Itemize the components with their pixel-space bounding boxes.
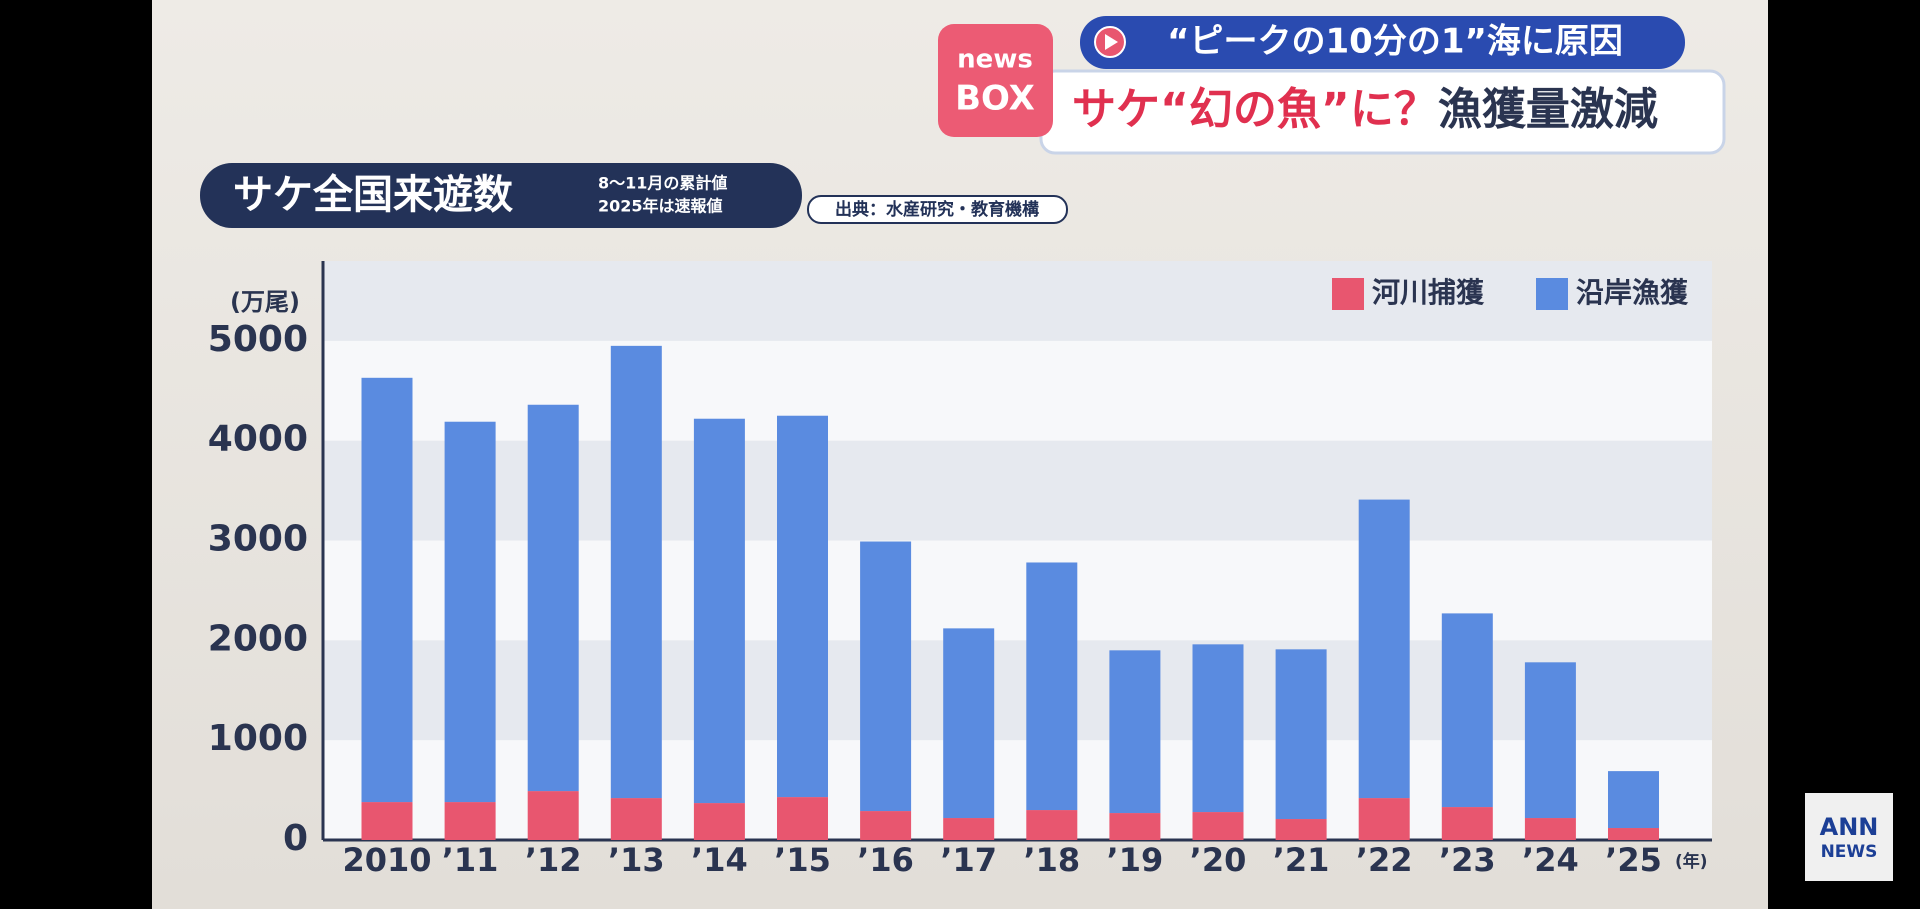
bar-segment xyxy=(943,628,995,819)
logo-ann: ANN xyxy=(1820,813,1879,841)
bar-segment xyxy=(361,377,413,803)
subheadline-pill xyxy=(1080,16,1685,69)
chart-title: サケ全国来遊数 xyxy=(233,172,513,218)
bar-segment xyxy=(1192,644,1244,813)
bar-segment xyxy=(1026,810,1078,840)
x-tick-label: ’11 xyxy=(442,841,499,879)
bar-segment xyxy=(1109,650,1161,814)
bar-segment xyxy=(610,798,662,840)
headline: サケ“幻の魚”に？漁獲量激減 xyxy=(1072,84,1658,135)
source: 出典：水産研究・教育機構 xyxy=(835,199,1039,220)
bar-segment xyxy=(527,404,579,792)
x-tick-label: ’14 xyxy=(691,841,748,879)
bar-segment xyxy=(1608,771,1659,829)
source-pill xyxy=(807,195,1068,224)
y-tick-label: 2000 xyxy=(208,618,308,659)
play-triangle xyxy=(1105,34,1118,50)
subheadline: “ピークの10分の1”海に原因 xyxy=(1167,22,1623,62)
bar-segment xyxy=(1275,649,1327,820)
badge-news: news xyxy=(957,45,1033,75)
x-tick-label: ’17 xyxy=(940,841,997,879)
x-tick-label: ’16 xyxy=(857,841,914,879)
bar-segment xyxy=(361,802,413,840)
logo-news: NEWS xyxy=(1821,842,1878,862)
x-tick-label: 2010 xyxy=(342,841,431,879)
bar-segment xyxy=(777,797,828,840)
bar-segment xyxy=(693,418,745,804)
x-tick-label: ’13 xyxy=(608,841,665,879)
headline-dark: 漁獲量激減 xyxy=(1438,84,1658,135)
bar-segment xyxy=(693,803,745,840)
x-tick-label: ’23 xyxy=(1439,841,1496,879)
news-box-badge xyxy=(938,24,1053,137)
x-unit: (年) xyxy=(1675,851,1708,872)
badge-box: BOX xyxy=(955,79,1035,119)
legend-label: 沿岸漁獲 xyxy=(1576,276,1689,309)
bar-segment xyxy=(1524,662,1576,819)
bar-segment xyxy=(943,818,995,840)
bar-segment xyxy=(1608,828,1659,840)
band xyxy=(323,261,1712,341)
bar-segment xyxy=(1441,807,1493,840)
bar-segment xyxy=(1358,499,1410,799)
x-tick-label: ’25 xyxy=(1605,841,1662,879)
x-tick-label: ’24 xyxy=(1522,841,1579,879)
note: 8～11月の累計値 xyxy=(598,174,727,193)
legend-swatch xyxy=(1536,278,1568,310)
title-pill xyxy=(200,163,802,228)
bar-segment xyxy=(527,791,579,840)
bar-segment xyxy=(860,811,912,840)
y-tick-label: 1000 xyxy=(208,718,308,759)
bar-segment xyxy=(1358,798,1410,840)
x-tick-label: ’12 xyxy=(525,841,582,879)
x-tick-label: ’21 xyxy=(1273,841,1330,879)
note: 2025年は速報値 xyxy=(598,197,723,216)
y-tick-label: 3000 xyxy=(208,519,308,560)
bar-segment xyxy=(1275,819,1327,840)
legend-label: 河川捕獲 xyxy=(1372,276,1485,309)
y-unit: (万尾) xyxy=(230,288,300,316)
bar-segment xyxy=(444,802,496,840)
legend-swatch xyxy=(1332,278,1364,310)
y-tick-label: 4000 xyxy=(208,419,308,460)
bar-segment xyxy=(860,541,912,812)
bar-segment xyxy=(1441,613,1493,808)
bar-segment xyxy=(610,345,662,799)
bar-segment xyxy=(444,421,496,803)
y-tick-label: 5000 xyxy=(208,319,308,360)
x-tick-label: ’19 xyxy=(1107,841,1164,879)
x-tick-label: ’20 xyxy=(1190,841,1247,879)
x-tick-label: ’18 xyxy=(1023,841,1080,879)
logo-box xyxy=(1805,793,1893,881)
bar-segment xyxy=(1524,818,1576,840)
bar-segment xyxy=(777,415,828,798)
x-tick-label: ’15 xyxy=(774,841,831,879)
headline-red: サケ“幻の魚”に？ xyxy=(1072,84,1438,135)
x-tick-label: ’22 xyxy=(1356,841,1413,879)
bar-segment xyxy=(1109,813,1161,840)
bar-segment xyxy=(1026,562,1078,811)
y-tick-label: 0 xyxy=(283,818,308,859)
bar-segment xyxy=(1192,812,1244,840)
